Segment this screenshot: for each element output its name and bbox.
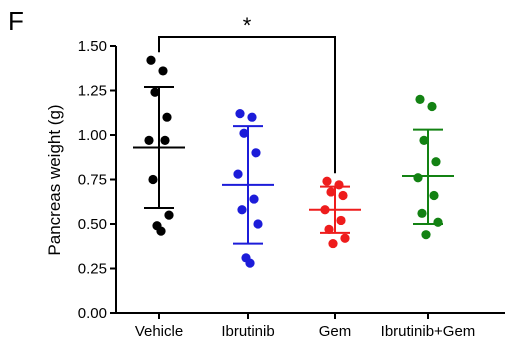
data-point [334, 180, 344, 190]
data-point [433, 217, 443, 227]
data-point [150, 87, 160, 97]
data-point [162, 112, 172, 122]
data-point [251, 148, 261, 158]
data-point [431, 157, 441, 167]
data-point [322, 176, 332, 186]
data-point [326, 187, 336, 197]
y-tick-label: 1.00 [78, 127, 107, 144]
data-point [233, 169, 243, 179]
data-point [245, 258, 255, 268]
y-tick-label: 1.50 [78, 38, 107, 55]
y-tick-label: 0.50 [78, 216, 107, 233]
x-tick-label: Ibrutinib [221, 323, 274, 340]
data-point [235, 109, 245, 119]
data-point [160, 135, 170, 145]
data-point [146, 55, 156, 65]
data-point [158, 66, 168, 76]
data-point [413, 173, 423, 183]
data-point [253, 219, 263, 229]
data-point [239, 128, 249, 138]
data-point [249, 194, 259, 204]
y-axis-title: Pancreas weight (g) [45, 104, 64, 255]
data-point [156, 226, 166, 236]
data-point [164, 210, 174, 220]
data-point [247, 112, 257, 122]
panel-label: F [8, 6, 24, 36]
x-tick-label: Vehicle [135, 323, 183, 340]
data-point [237, 205, 247, 215]
y-tick-label: 0.25 [78, 261, 107, 278]
significance-star: * [243, 13, 252, 38]
x-tick-label: Ibrutinib+Gem [381, 323, 476, 340]
data-point [324, 224, 334, 234]
data-point [148, 174, 158, 185]
data-point [429, 190, 439, 201]
data-point [427, 101, 437, 112]
data-point [320, 205, 330, 215]
data-point [419, 135, 429, 145]
data-point [338, 190, 348, 201]
data-point [417, 208, 427, 218]
data-point [421, 230, 431, 240]
data-point [144, 135, 154, 145]
x-tick-label: Gem [319, 323, 352, 340]
significance-bracket [158, 36, 336, 174]
data-point [328, 238, 338, 249]
y-tick-label: 0.75 [78, 172, 107, 189]
data-point [340, 233, 350, 243]
plot-area: 0.00 0.25 0.50 0.75 1.00 1.25 1.50 Vehicle Ibrut… [78, 13, 505, 340]
y-tick-label: 1.25 [78, 83, 107, 100]
y-tick-label: 0.00 [78, 305, 107, 322]
data-point [415, 94, 425, 104]
data-point [336, 215, 346, 226]
